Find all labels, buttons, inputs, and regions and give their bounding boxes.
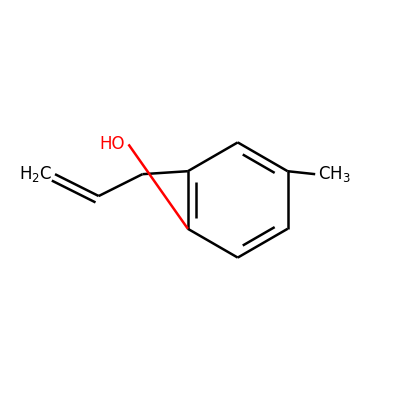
Text: H$_2$C: H$_2$C [19,164,52,184]
Text: CH$_3$: CH$_3$ [318,164,351,184]
Text: HO: HO [100,135,125,153]
